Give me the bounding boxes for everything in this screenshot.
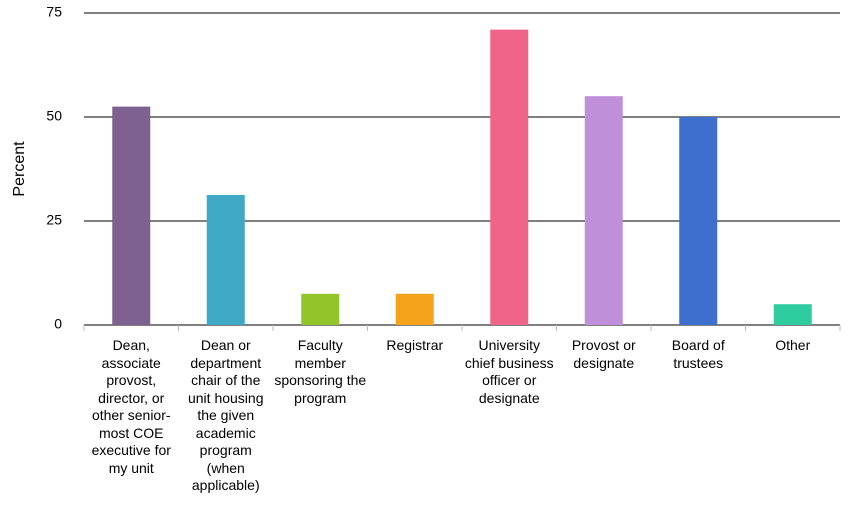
- x-tick-label: Registrar: [386, 337, 444, 353]
- y-tick-label: 75: [46, 4, 62, 20]
- y-tick-label: 0: [54, 316, 62, 332]
- bar: [773, 304, 812, 325]
- y-tick-label: 25: [46, 212, 62, 228]
- bar: [301, 293, 340, 325]
- bar: [206, 195, 245, 325]
- x-tick-label: University chief business officer or des…: [464, 337, 554, 406]
- bar: [679, 117, 718, 325]
- x-tick-label: Dean or department chair of the unit hou…: [187, 337, 264, 493]
- bar: [584, 96, 623, 325]
- x-tick-label: Provost or designate: [571, 337, 636, 371]
- x-tick-label: Faculty member sponsoring the program: [274, 337, 367, 406]
- bar: [395, 293, 434, 325]
- x-tick-label: Board of trustees: [671, 337, 725, 371]
- x-tick-label: Other: [775, 337, 811, 353]
- bar: [490, 29, 529, 325]
- x-tick-label: Dean, associate provost, director, or ot…: [91, 337, 171, 476]
- bar: [112, 106, 151, 325]
- y-tick-label: 50: [46, 108, 62, 124]
- y-axis-label: Percent: [11, 141, 28, 197]
